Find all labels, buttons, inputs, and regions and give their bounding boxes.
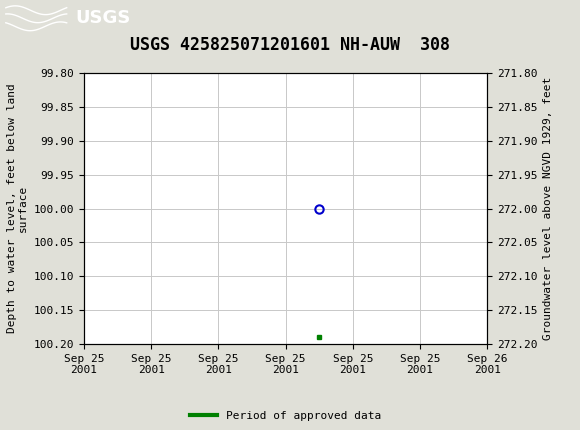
Text: USGS 425825071201601 NH-AUW  308: USGS 425825071201601 NH-AUW 308 [130,36,450,54]
Y-axis label: Groundwater level above NGVD 1929, feet: Groundwater level above NGVD 1929, feet [543,77,553,340]
Legend: Period of approved data: Period of approved data [185,406,386,425]
Text: USGS: USGS [75,9,130,27]
Y-axis label: Depth to water level, feet below land
surface: Depth to water level, feet below land su… [7,84,28,333]
